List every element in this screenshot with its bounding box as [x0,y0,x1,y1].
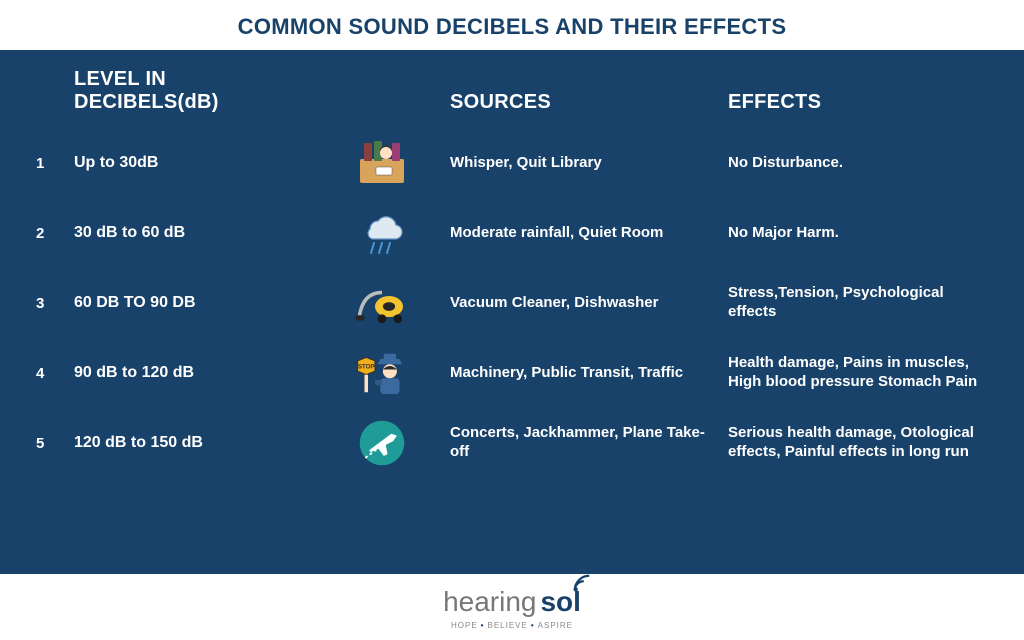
table-row: 5 120 dB to 150 dB Concerts, Jackhammer,… [36,416,988,470]
header-level: LEVEL IN DECIBELS(dB) [74,68,314,114]
table-row: 1 Up to 30dB Whisper, Quit Library No Di… [36,136,988,190]
level-label: 30 dB to 60 dB [74,224,314,242]
table-row: 4 90 dB to 120 dB STOP Machinery, Public… [36,346,988,400]
row-index: 3 [36,295,66,312]
brand-word-1: hearing [443,586,536,618]
sources-text: Whisper, Quit Library [450,154,720,173]
header-sources: SOURCES [450,91,720,114]
effects-text: Health damage, Pains in muscles, High bl… [728,354,988,392]
row-index: 1 [36,155,66,172]
level-label: 60 DB TO 90 DB [74,294,314,312]
brand-logo: hearing sol [443,586,581,618]
table-row: 3 60 DB TO 90 DB Vacuum Cleaner, Dishwas… [36,276,988,330]
footer: hearing sol HOPE•BELIEVE•ASPIRE [0,574,1024,640]
effects-text: Serious health damage, Otological effect… [728,424,988,462]
level-label: 90 dB to 120 dB [74,364,314,382]
header-effects: EFFECTS [728,91,988,114]
page: COMMON SOUND DECIBELS AND THEIR EFFECTS … [0,0,1024,640]
vacuum-icon [322,276,442,330]
traffic-officer-icon: STOP [322,346,442,400]
table-row: 2 30 dB to 60 dB Moderate rainfall, Quie… [36,206,988,260]
row-index: 5 [36,435,66,452]
sources-text: Moderate rainfall, Quiet Room [450,224,720,243]
brand-tagline: HOPE•BELIEVE•ASPIRE [451,621,573,630]
row-index: 2 [36,225,66,242]
rain-cloud-icon [322,206,442,260]
svg-text:STOP: STOP [358,364,375,371]
signal-icon [573,574,591,592]
row-index: 4 [36,365,66,382]
brand-word-2: sol [540,586,580,618]
page-title: COMMON SOUND DECIBELS AND THEIR EFFECTS [0,14,1024,40]
effects-text: No Disturbance. [728,154,988,173]
library-icon [322,136,442,190]
sources-text: Machinery, Public Transit, Traffic [450,364,720,383]
effects-text: Stress,Tension, Psychological effects [728,284,988,322]
effects-text: No Major Harm. [728,224,988,243]
plane-icon [322,416,442,470]
level-label: Up to 30dB [74,154,314,172]
sources-text: Concerts, Jackhammer, Plane Take-off [450,424,720,462]
sources-text: Vacuum Cleaner, Dishwasher [450,294,720,313]
content-panel: LEVEL IN DECIBELS(dB) SOURCES EFFECTS 1 … [0,50,1024,574]
title-band: COMMON SOUND DECIBELS AND THEIR EFFECTS [0,0,1024,50]
table-header: LEVEL IN DECIBELS(dB) SOURCES EFFECTS [36,68,988,114]
level-label: 120 dB to 150 dB [74,434,314,452]
